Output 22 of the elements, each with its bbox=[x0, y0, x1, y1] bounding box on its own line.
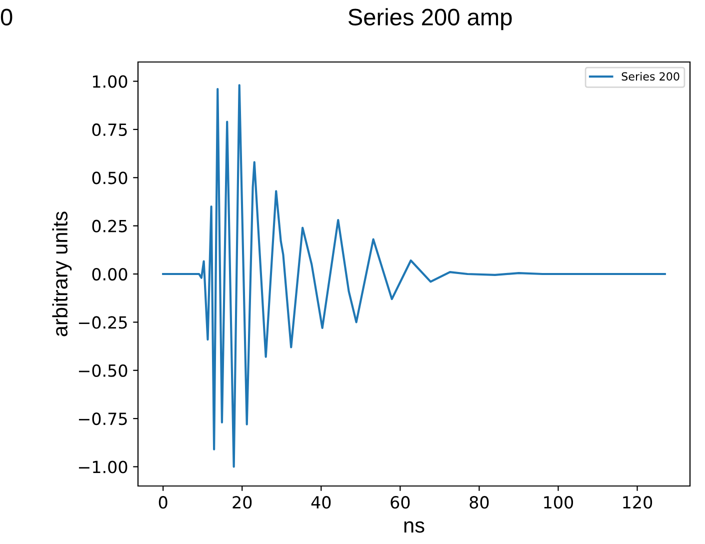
x-tick-label: 20 bbox=[232, 496, 252, 509]
x-tick-label: 80 bbox=[470, 496, 489, 509]
y-axis-title: arbitrary units bbox=[52, 212, 72, 336]
y-tick-label: −1.00 bbox=[78, 460, 128, 474]
x-tick-label: 0 bbox=[158, 496, 168, 509]
y-tick-label: 0.00 bbox=[92, 268, 128, 281]
y-tick-label: 0.25 bbox=[92, 220, 127, 232]
legend-label: Series 200 bbox=[622, 72, 680, 81]
y-tick-label: 0.50 bbox=[92, 172, 128, 184]
y-tick-label: −0.50 bbox=[78, 364, 128, 377]
x-tick-label: 100 bbox=[544, 496, 574, 509]
line-series bbox=[162, 84, 666, 468]
y-tick-label: 1.00 bbox=[93, 75, 128, 88]
x-tick-label: 120 bbox=[623, 496, 652, 509]
x-axis-title: ns bbox=[404, 521, 424, 533]
x-tick-label: 60 bbox=[390, 496, 410, 509]
y-tick-label: −0.25 bbox=[78, 316, 127, 329]
chart-title: Series 200 amp bbox=[348, 8, 512, 30]
x-tick-label: 40 bbox=[311, 496, 331, 509]
text: 0 bbox=[0, 8, 12, 26]
y-tick-label: −0.75 bbox=[78, 412, 127, 426]
y-tick-label: 0.75 bbox=[92, 123, 127, 136]
